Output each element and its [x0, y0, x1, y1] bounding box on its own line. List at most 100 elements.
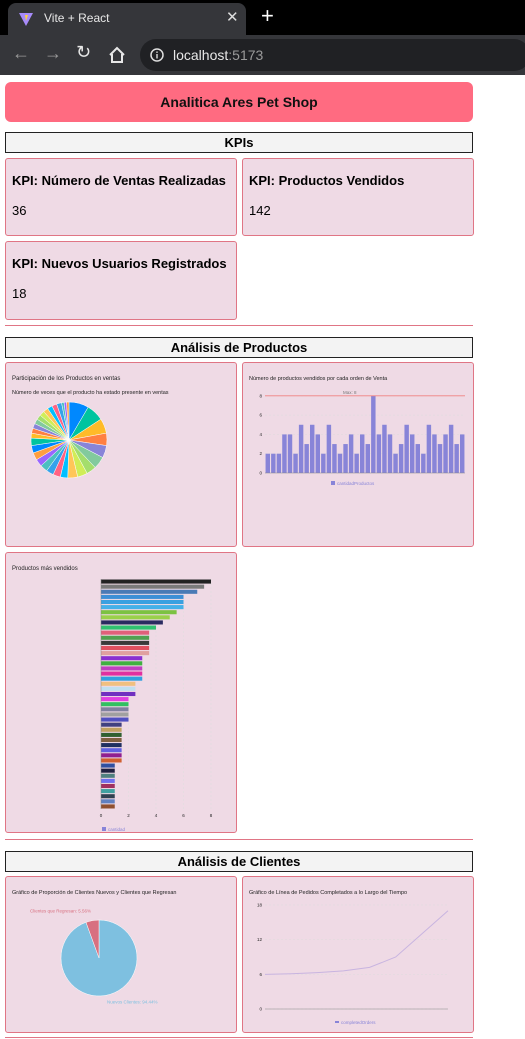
bar	[287, 434, 293, 473]
bar	[454, 444, 459, 473]
tab-close[interactable]: ✕	[226, 9, 239, 26]
bar	[101, 579, 211, 584]
bar	[282, 434, 287, 473]
legend-swatch	[335, 1021, 339, 1023]
kpi-card: KPI: Número de Ventas Realizadas 36	[5, 158, 237, 236]
chart-card: Gráfico de Proporción de Clientes Nuevos…	[5, 876, 237, 1033]
bar	[276, 453, 282, 473]
bar	[101, 656, 143, 661]
y-tick-label: 18	[257, 903, 263, 908]
url-bar[interactable]: localhost:5173	[140, 39, 525, 71]
bar	[101, 686, 136, 691]
kpi-label: KPI: Nuevos Usuarios Registrados	[12, 256, 227, 271]
bar	[101, 748, 122, 753]
slice-label: Nuevos Clientes: 94.44%	[107, 999, 158, 1004]
kpi-value: 36	[12, 203, 27, 218]
bar	[365, 444, 370, 473]
chart-card: Productos más vendidos 0 2 4 6 8 cantidad	[5, 552, 237, 833]
x-tick-label: 8	[210, 813, 213, 818]
bar	[101, 743, 122, 748]
tab[interactable]: Vite + React ✕	[8, 3, 246, 35]
bar	[348, 434, 354, 473]
bar	[460, 434, 465, 473]
legend-label: cantidad	[108, 827, 126, 832]
bar	[421, 453, 426, 473]
bar	[293, 453, 298, 473]
pie-slice	[66, 401, 70, 441]
home[interactable]	[108, 46, 126, 64]
bar	[101, 763, 115, 768]
bar	[101, 681, 136, 686]
bar	[432, 434, 437, 473]
tab-bar: Vite + React ✕ +	[0, 0, 525, 35]
forward[interactable]: →	[44, 43, 62, 63]
y-tick-label: 6	[259, 972, 262, 977]
chart-card: Número de productos vendidos por cada or…	[242, 362, 474, 547]
vite-icon	[19, 13, 33, 26]
bar	[101, 691, 136, 697]
bar	[354, 453, 359, 473]
bar	[443, 434, 448, 473]
info-icon	[150, 48, 164, 62]
reload[interactable]: ↻	[76, 42, 92, 62]
url: localhost:5173	[173, 47, 263, 63]
bar	[321, 453, 326, 473]
bar	[101, 651, 150, 656]
section-heading: KPIs	[5, 132, 473, 153]
bar	[101, 804, 115, 809]
kpi-card: KPI: Productos Vendidos 142	[242, 158, 474, 236]
x-tick-label: 2	[127, 813, 130, 818]
bar	[360, 434, 365, 473]
bar	[265, 453, 270, 473]
bar	[101, 773, 115, 778]
x-tick-label: 4	[155, 813, 158, 818]
bar	[101, 584, 205, 589]
new-tab[interactable]: +	[261, 3, 274, 28]
chart-title: Participación de los Productos en ventas	[12, 376, 120, 382]
bar	[101, 707, 129, 712]
x-tick-label: 0	[100, 813, 103, 818]
bar	[343, 444, 348, 473]
bar	[101, 661, 143, 666]
bar	[382, 424, 387, 473]
tab-title: Vite + React	[44, 11, 110, 25]
bar	[404, 424, 409, 473]
legend-swatch	[102, 827, 106, 831]
bar	[101, 676, 143, 681]
back[interactable]: ←	[12, 43, 30, 63]
bar	[315, 434, 320, 473]
line	[264, 910, 449, 975]
bar	[298, 424, 304, 473]
url-port: :5173	[228, 47, 264, 63]
bar	[101, 717, 129, 722]
chart-card: Gráfico de Línea de Pedidos Completados …	[242, 876, 474, 1033]
chart-subtitle: Número de veces que el producto ha estad…	[12, 390, 169, 396]
bar	[101, 599, 184, 605]
y-tick-label: 0	[259, 1007, 262, 1012]
bar	[101, 594, 184, 599]
bar	[371, 395, 376, 473]
bar	[448, 424, 454, 473]
chart-title: Productos más vendidos	[12, 566, 78, 572]
bar	[101, 758, 122, 763]
bar	[101, 615, 170, 620]
bar	[101, 732, 122, 737]
legend-swatch	[331, 481, 335, 485]
y-tick-label: 12	[257, 937, 263, 942]
url-host: localhost	[173, 47, 229, 63]
app-header: Analitica Ares Pet Shop	[5, 82, 473, 122]
kpi-card: KPI: Nuevos Usuarios Registrados 18	[5, 241, 237, 320]
bar	[387, 434, 393, 473]
bar	[101, 737, 122, 743]
legend-label: cantidadProductos	[337, 481, 375, 486]
bar	[376, 434, 382, 473]
bar	[101, 727, 122, 732]
bar	[101, 712, 129, 717]
bar	[393, 453, 398, 473]
section-heading: Análisis de Clientes	[5, 851, 473, 872]
bar	[101, 635, 150, 640]
bar	[101, 630, 150, 635]
bar	[101, 640, 150, 645]
bar	[101, 625, 156, 630]
bar	[310, 424, 315, 473]
